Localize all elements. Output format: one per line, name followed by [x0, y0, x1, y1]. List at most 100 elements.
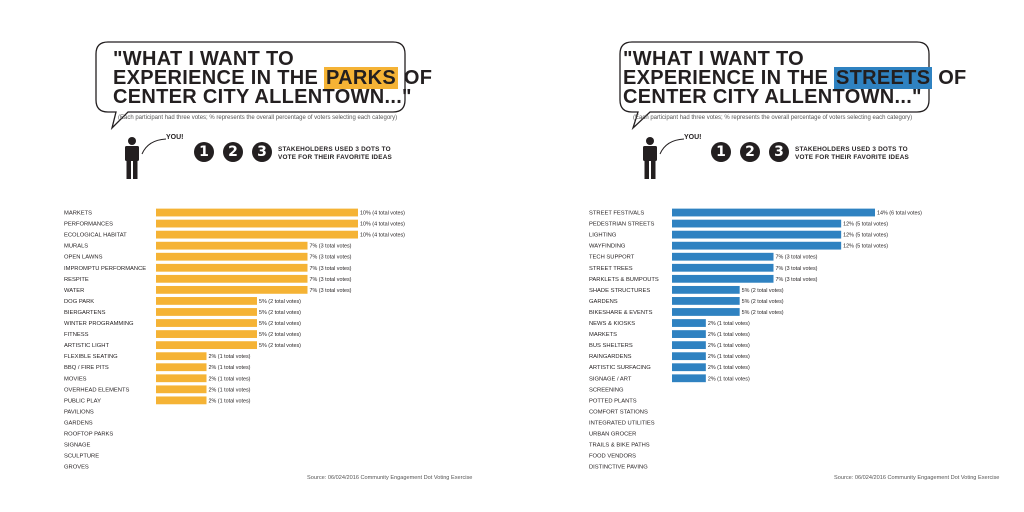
- data-label: 2% (1 total votes): [209, 354, 251, 360]
- data-label: 7% (3 total votes): [310, 277, 352, 283]
- category-label: BIKESHARE & EVENTS: [589, 310, 653, 316]
- category-label: URBAN GROCER: [589, 432, 636, 438]
- voting-note: (Each participant had three votes; % rep…: [118, 115, 398, 121]
- data-label: 2% (1 total votes): [209, 376, 251, 382]
- person-icon: [643, 137, 657, 179]
- category-label: COMFORT STATIONS: [589, 409, 648, 415]
- category-label: LIGHTING: [589, 233, 617, 239]
- category-label: BUS SHELTERS: [589, 343, 633, 349]
- you-pointer-icon: [659, 138, 685, 155]
- category-label: SCULPTURE: [64, 454, 99, 460]
- data-label: 5% (2 total votes): [742, 288, 784, 294]
- bar: [672, 263, 774, 272]
- category-label: STREET TREES: [589, 266, 633, 272]
- category-label: ECOLOGICAL HABITAT: [64, 233, 127, 239]
- category-label: OPEN LAWNS: [64, 255, 103, 261]
- headline-highlight: PARKS: [324, 67, 399, 89]
- bar: [672, 219, 842, 228]
- bar: [156, 252, 308, 261]
- parks-bar-chart: MARKETS 10% (4 total votes) PERFORMANCES 10…: [64, 208, 405, 471]
- category-label: RAINGARDENS: [589, 354, 632, 360]
- bar: [156, 308, 257, 316]
- data-label: 2% (1 total votes): [708, 321, 750, 327]
- parks-panel: "WHAT I WANT TO EXPERIENCE IN THE PARKS …: [64, 41, 472, 481]
- category-label: OVERHEAD ELEMENTS: [64, 387, 130, 393]
- data-label: 7% (3 total votes): [310, 288, 352, 294]
- headline-line-1: "WHAT I WANT TO: [113, 48, 294, 70]
- bar: [672, 230, 842, 239]
- category-label: WINTER PROGRAMMING: [64, 321, 134, 327]
- data-label: 10% (4 total votes): [360, 222, 405, 228]
- source-note: Source: 06/024/2016 Community Engagement…: [834, 475, 1000, 481]
- bar: [156, 285, 308, 294]
- instruction-text: STAKEHOLDERS USED 3 DOTS TO VOTE FOR THE…: [278, 146, 392, 162]
- category-label: PAVILIONS: [64, 409, 94, 415]
- speech-bubble: [619, 41, 930, 131]
- category-label: ARTISTIC SURFACING: [589, 365, 651, 371]
- bar: [156, 297, 257, 305]
- headline-pre: EXPERIENCE IN THE: [113, 67, 324, 89]
- headline-line-3: CENTER CITY ALLENTOWN...": [113, 86, 412, 108]
- bar: [672, 352, 706, 361]
- category-label: POTTED PLANTS: [589, 398, 637, 404]
- data-label: 2% (1 total votes): [708, 332, 750, 338]
- headline-line-1: "WHAT I WANT TO: [623, 48, 804, 70]
- category-label: WAYFINDING: [589, 244, 626, 250]
- data-label: 5% (2 total votes): [742, 310, 784, 316]
- category-label: SIGNAGE: [64, 443, 91, 449]
- category-label: MURALS: [64, 244, 88, 250]
- data-label: 7% (3 total votes): [776, 266, 818, 272]
- headline-line-3: CENTER CITY ALLENTOWN...": [623, 86, 922, 108]
- instruction-line-2: VOTE FOR THEIR FAVORITE IDEAS: [795, 154, 909, 161]
- category-label: MOVIES: [64, 376, 87, 382]
- data-label: 7% (3 total votes): [310, 266, 352, 272]
- data-label: 5% (2 total votes): [259, 343, 301, 349]
- category-label: BBQ / FIRE PITS: [64, 365, 109, 371]
- bar: [156, 219, 358, 228]
- headline-line-2: EXPERIENCE IN THE STREETS OF: [623, 67, 967, 89]
- bar: [672, 341, 706, 350]
- bar: [156, 374, 207, 383]
- data-label: 2% (1 total votes): [708, 343, 750, 349]
- data-label: 5% (2 total votes): [259, 310, 301, 316]
- bar: [156, 263, 308, 272]
- category-label: GARDENS: [64, 420, 93, 426]
- category-label: IMPROMPTU PERFORMANCE: [64, 266, 146, 272]
- category-label: PARKLETS & BUMPOUTS: [589, 277, 659, 283]
- dot-3-icon: 3: [252, 142, 272, 162]
- category-label: NEWS & KIOSKS: [589, 321, 635, 327]
- data-label: 2% (1 total votes): [209, 398, 251, 404]
- dot-3-icon: 3: [769, 142, 789, 162]
- category-label: TECH SUPPORT: [589, 255, 635, 261]
- category-label: WATER: [64, 288, 84, 294]
- speech-bubble: [95, 41, 406, 131]
- category-label: STREET FESTIVALS: [589, 211, 644, 217]
- parks-headline: "WHAT I WANT TO EXPERIENCE IN THE PARKS …: [113, 48, 432, 108]
- data-label: 7% (3 total votes): [310, 244, 352, 250]
- category-label: DOG PARK: [64, 299, 94, 305]
- data-label: 2% (1 total votes): [209, 365, 251, 371]
- data-label: 5% (2 total votes): [259, 332, 301, 338]
- category-label: TRAILS & BIKE PATHS: [589, 443, 650, 449]
- category-label: MARKETS: [64, 211, 92, 217]
- data-label: 5% (2 total votes): [259, 299, 301, 305]
- dot-2-icon: 2: [223, 142, 243, 162]
- bar: [156, 241, 308, 250]
- bar: [672, 374, 706, 383]
- category-label: PEDESTRIAN STREETS: [589, 222, 655, 228]
- bar: [156, 385, 207, 394]
- bar: [672, 297, 740, 305]
- headline-line-2: EXPERIENCE IN THE PARKS OF: [113, 67, 432, 89]
- bar: [672, 252, 774, 261]
- data-label: 7% (3 total votes): [776, 277, 818, 283]
- data-label: 2% (1 total votes): [209, 387, 251, 393]
- category-label: SIGNAGE / ART: [589, 376, 632, 382]
- person-icon: [125, 137, 139, 179]
- data-label: 14% (6 total votes): [877, 211, 922, 217]
- streets-bar-chart: STREET FESTIVALS 14% (6 total votes) PEDES…: [589, 208, 922, 471]
- you-pointer-icon: [141, 138, 167, 155]
- bar: [156, 230, 358, 239]
- instruction-line-1: STAKEHOLDERS USED 3 DOTS TO: [795, 146, 908, 153]
- voting-note: (Each participant had three votes; % rep…: [633, 115, 913, 121]
- data-label: 2% (1 total votes): [708, 354, 750, 360]
